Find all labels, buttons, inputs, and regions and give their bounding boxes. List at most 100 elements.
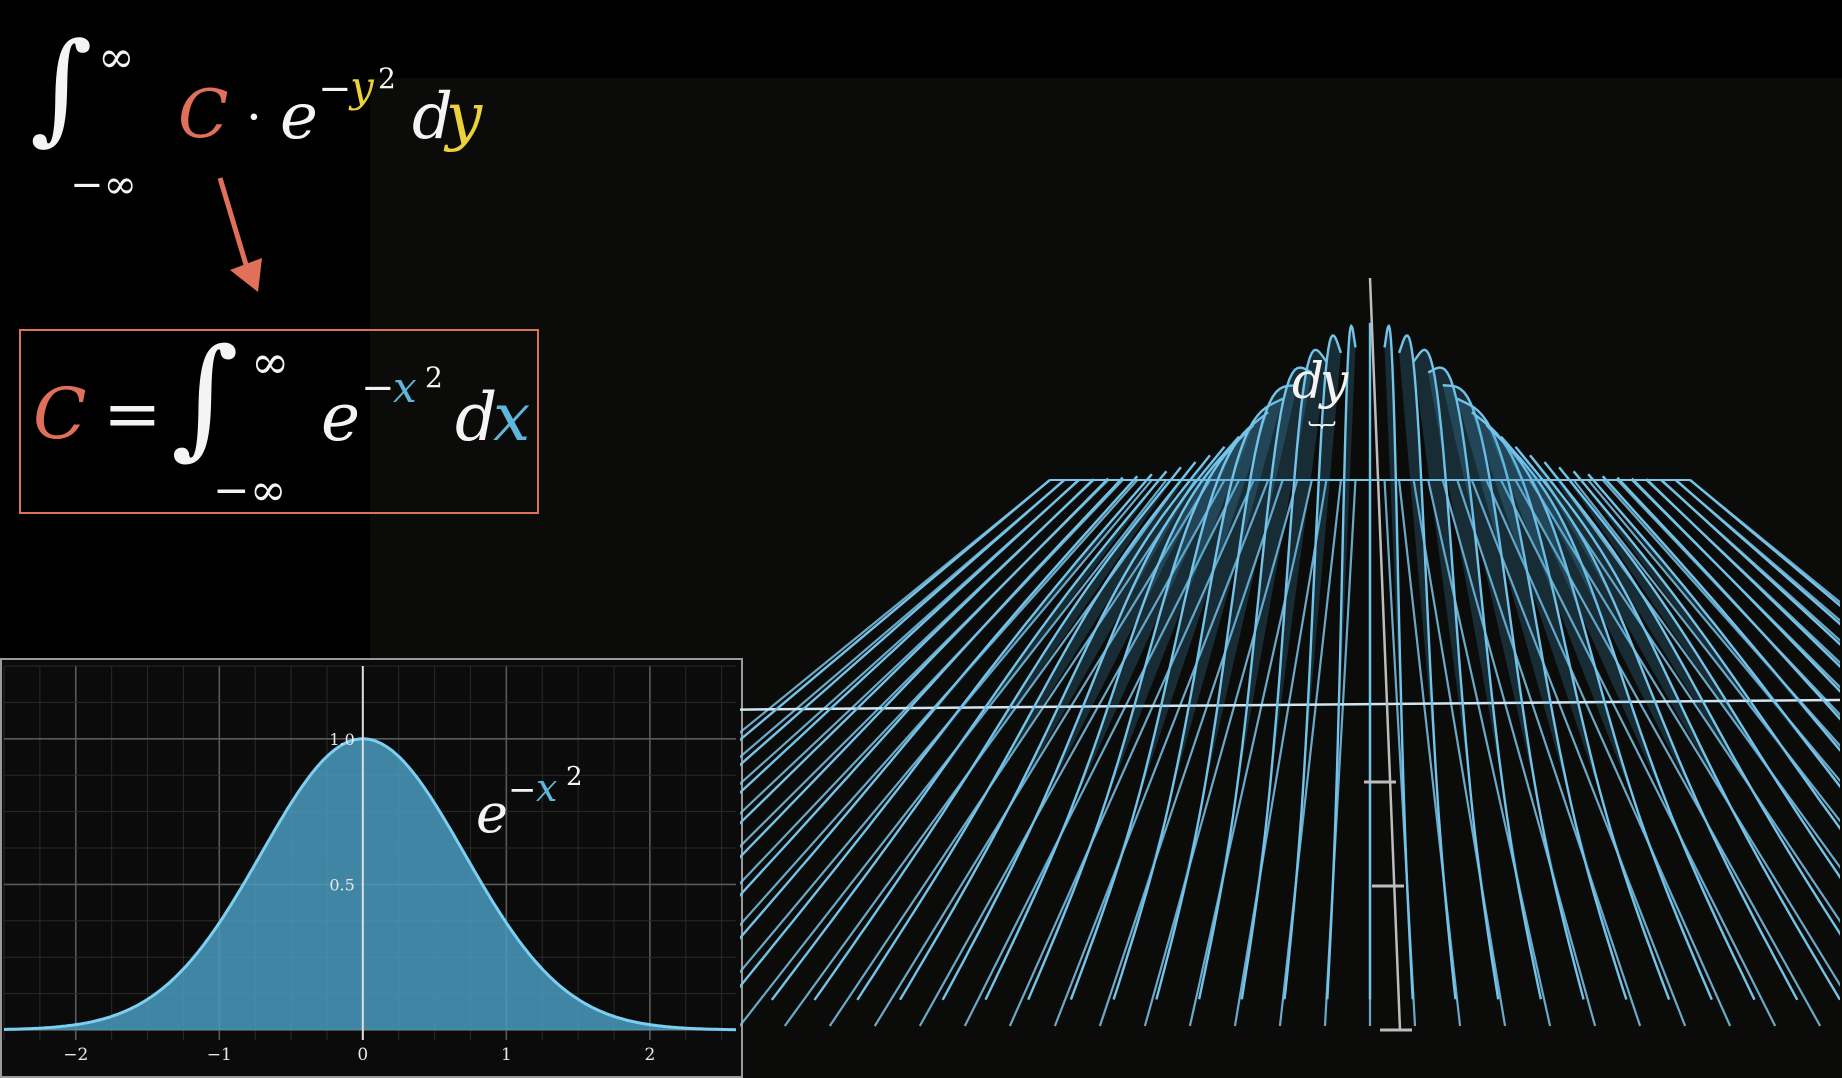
gaussian-plot: −2 −1 0 1 20.51.0 bbox=[0, 658, 743, 1078]
floor-line bbox=[1558, 479, 1840, 870]
floor-line bbox=[1660, 479, 1840, 642]
surface-slice bbox=[1326, 323, 1357, 1000]
curve-label-power: 2 bbox=[566, 762, 583, 792]
floor-line bbox=[1098, 479, 1284, 1027]
differential-d-boxed: d bbox=[455, 379, 498, 456]
brace-icon: ︸ bbox=[1308, 419, 1337, 452]
surface-slice bbox=[1572, 470, 1840, 831]
lower-limit: −∞ bbox=[70, 162, 137, 208]
z-axis-3d bbox=[1368, 277, 1402, 1031]
base-e-boxed: e bbox=[321, 379, 361, 456]
differential-d: d bbox=[412, 80, 453, 154]
exponent-variable-x-boxed: x bbox=[393, 363, 417, 412]
surface-slice bbox=[740, 478, 1066, 767]
floor-line bbox=[873, 479, 1211, 1027]
surface-slice bbox=[740, 476, 1124, 898]
surface-slice bbox=[898, 454, 1211, 1001]
floor-line bbox=[1470, 479, 1687, 1027]
floor-line bbox=[1441, 479, 1597, 1027]
floor-line bbox=[1587, 479, 1840, 783]
curve-label-sign: − bbox=[508, 770, 537, 810]
floor-line bbox=[1529, 479, 1840, 988]
floor-line bbox=[1674, 479, 1840, 622]
surface-slice bbox=[1197, 366, 1313, 1000]
floor-line bbox=[828, 479, 1197, 1027]
integral-sign-boxed: ∫ bbox=[171, 320, 239, 472]
lower-limit-boxed: −∞ bbox=[213, 465, 287, 516]
coefficient-c: C bbox=[178, 76, 229, 153]
floor-line bbox=[1143, 479, 1299, 1027]
surface-slice bbox=[1660, 478, 1840, 646]
floor-line bbox=[740, 479, 1139, 927]
surface-slice bbox=[1630, 477, 1840, 693]
surface-y: y bbox=[1320, 352, 1349, 410]
x-tick-label: −1 bbox=[207, 1045, 232, 1065]
curve-label-e: e bbox=[476, 782, 508, 845]
surface-slice bbox=[1427, 366, 1543, 1000]
surface-slice bbox=[740, 473, 1153, 989]
surface-slice bbox=[1442, 384, 1585, 1000]
surface-slice bbox=[1240, 348, 1328, 1000]
floor-line bbox=[918, 479, 1226, 1027]
upper-limit-boxed: ∞ bbox=[251, 335, 290, 389]
x-axis-3d bbox=[740, 698, 1840, 711]
surface-slice bbox=[1601, 475, 1840, 752]
floor-line bbox=[783, 479, 1182, 1027]
floor-line bbox=[1499, 479, 1777, 1027]
x-tick-label: 2 bbox=[644, 1045, 655, 1065]
surface-slice bbox=[1397, 334, 1457, 1000]
tick-labels: −2 −1 0 1 20.51.0 bbox=[63, 730, 655, 1065]
gaussian-surface-3d bbox=[740, 277, 1840, 1032]
exponent-power: 2 bbox=[378, 62, 396, 95]
boxed-formula: C = ∫ ∞ −∞ e − x 2 d x bbox=[19, 320, 539, 516]
gaussian-area bbox=[4, 738, 736, 1030]
exponent-variable-y: y bbox=[350, 62, 374, 111]
base-e: e bbox=[280, 80, 318, 154]
floor-line bbox=[1689, 479, 1840, 604]
surface-slice bbox=[1383, 323, 1414, 1000]
integral-sign: ∫ bbox=[30, 18, 93, 157]
y-tick-label: 0.5 bbox=[329, 875, 354, 894]
surface-d: d bbox=[1292, 352, 1325, 410]
floor-line bbox=[1514, 479, 1822, 1027]
surface-slice bbox=[740, 478, 1051, 742]
surface-slice bbox=[1558, 466, 1840, 880]
surface-slice bbox=[1529, 454, 1840, 1001]
x-tick-label: −2 bbox=[63, 1045, 88, 1065]
floor-line bbox=[1601, 479, 1840, 748]
x-tick-label: 0 bbox=[357, 1045, 368, 1065]
surface-slice bbox=[1155, 384, 1298, 1000]
floor-line bbox=[740, 479, 1153, 974]
surface-slice bbox=[770, 470, 1168, 1001]
multiplication-dot: · bbox=[246, 88, 262, 146]
gaussian-curve bbox=[4, 737, 737, 1032]
surface-slice bbox=[1674, 478, 1840, 626]
surface-slice bbox=[1514, 445, 1799, 1001]
floor-line bbox=[740, 479, 1051, 734]
x-tick-label: 1 bbox=[501, 1045, 512, 1065]
floor-line bbox=[1233, 479, 1328, 1027]
lhs-c: C bbox=[33, 373, 87, 455]
surface-slice bbox=[1283, 334, 1343, 1000]
surface-slice bbox=[1689, 478, 1840, 608]
surface-slice bbox=[1587, 473, 1840, 789]
exponent-sign-boxed: − bbox=[361, 365, 395, 411]
surface-slice bbox=[1485, 424, 1713, 1001]
surface-slice bbox=[1645, 478, 1840, 669]
differential-y: y bbox=[446, 80, 483, 154]
floor-line bbox=[1053, 479, 1270, 1027]
surface-slice bbox=[1543, 461, 1840, 936]
floor-line bbox=[1456, 479, 1642, 1027]
floor-line bbox=[1543, 479, 1840, 924]
floor-line bbox=[1188, 479, 1313, 1027]
surface-slice bbox=[740, 477, 1110, 859]
surface-slice bbox=[740, 475, 1139, 940]
floor-line bbox=[740, 479, 1095, 815]
floor-line bbox=[740, 479, 1066, 759]
equals-sign: = bbox=[103, 373, 162, 455]
upper-limit: ∞ bbox=[98, 32, 135, 83]
surface-axes bbox=[1364, 277, 1412, 1032]
surface-slice bbox=[1412, 348, 1500, 1000]
surface-slices bbox=[740, 322, 1840, 1001]
surface-slice bbox=[740, 478, 1080, 795]
